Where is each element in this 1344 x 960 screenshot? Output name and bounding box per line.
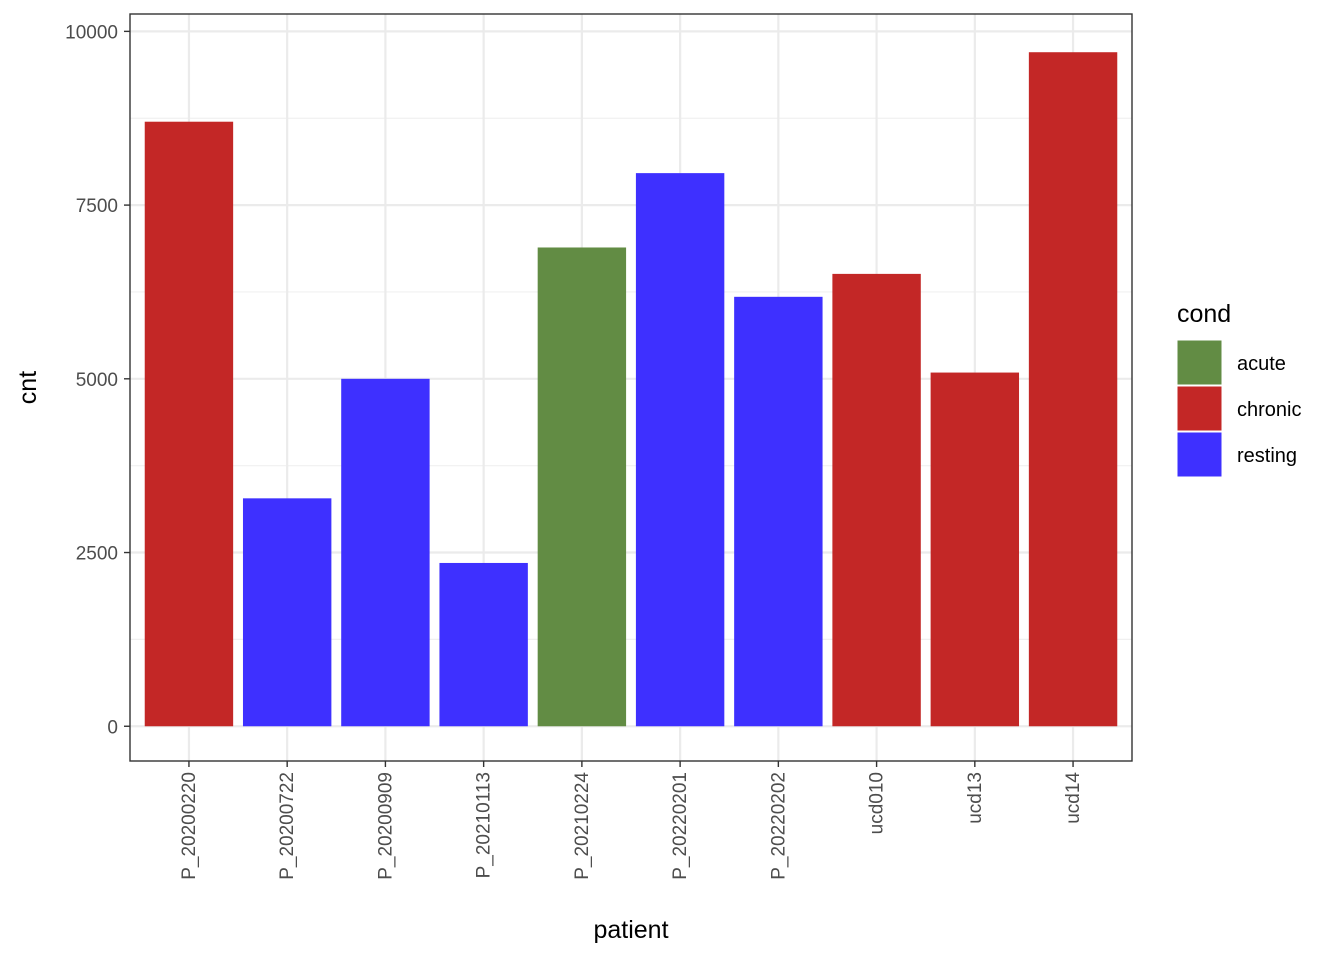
x-tick-label: ucd13 (965, 772, 986, 824)
x-axis: P_20200220 P_20200722 P_20200909 P_20210113… (179, 761, 1084, 880)
panel-border (129, 13, 1133, 762)
bar (144, 121, 234, 727)
x-tick-label: P_20210113 (474, 772, 495, 878)
bars (129, 13, 1133, 762)
bar (242, 498, 332, 727)
legend-label-acute: acute (1237, 353, 1286, 375)
bar (734, 296, 823, 727)
y-tick-label: 0 (107, 717, 118, 738)
legend-key-resting (1176, 431, 1223, 478)
x-tick-label: P_20220201 (670, 772, 691, 880)
bar (1028, 52, 1118, 727)
legend-key-chronic (1176, 385, 1223, 432)
x-tick-label: ucd010 (867, 772, 888, 834)
bar (930, 372, 1020, 727)
x-tick-label: P_20200220 (179, 772, 200, 880)
bar (439, 562, 528, 727)
bar (537, 247, 627, 727)
legend-key-acute (1176, 339, 1223, 386)
x-tick-label: P_20200909 (375, 772, 396, 880)
x-axis-title: patient (593, 916, 668, 944)
x-tick-label: P_20210224 (572, 772, 593, 880)
y-axis: 0 2500 5000 7500 10000 (65, 22, 130, 738)
legend-label-chronic: chronic (1237, 399, 1301, 421)
bar (832, 273, 921, 727)
y-axis-title: cnt (14, 371, 42, 404)
bar (635, 173, 725, 727)
y-tick-label: 5000 (76, 370, 118, 391)
legend-label-resting: resting (1237, 445, 1297, 467)
x-tick-label: ucd14 (1063, 772, 1084, 824)
x-tick-label: P_20200722 (277, 772, 298, 880)
legend-title: cond (1177, 300, 1231, 328)
y-tick-label: 7500 (76, 196, 118, 217)
bar (341, 378, 430, 727)
x-tick-label: P_20220202 (768, 772, 789, 880)
y-tick-label: 2500 (76, 544, 118, 565)
y-tick-label: 10000 (65, 22, 118, 43)
legend: cond acute chronic resting (1176, 300, 1301, 478)
